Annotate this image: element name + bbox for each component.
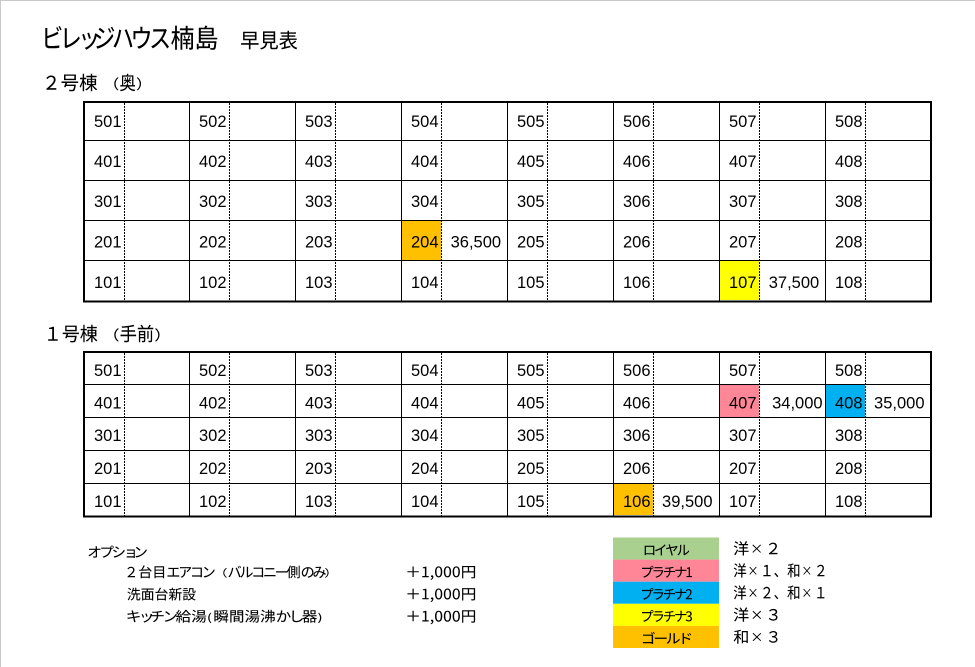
svg-text:201: 201 <box>94 460 122 478</box>
svg-text:104: 104 <box>411 274 439 292</box>
svg-text:405: 405 <box>517 153 545 171</box>
svg-text:108: 108 <box>835 274 863 292</box>
svg-text:307: 307 <box>729 427 757 445</box>
svg-text:504: 504 <box>411 113 439 131</box>
svg-text:107: 107 <box>729 493 757 511</box>
svg-text:407: 407 <box>729 394 757 412</box>
svg-text:403: 403 <box>305 394 333 412</box>
svg-text:404: 404 <box>411 394 439 412</box>
svg-text:501: 501 <box>94 113 122 131</box>
svg-text:308: 308 <box>835 427 863 445</box>
svg-text:101: 101 <box>94 274 122 292</box>
svg-text:401: 401 <box>94 394 122 412</box>
svg-text:503: 503 <box>305 113 333 131</box>
svg-text:405: 405 <box>517 394 545 412</box>
svg-text:304: 304 <box>411 427 439 445</box>
svg-text:402: 402 <box>199 394 227 412</box>
svg-text:202: 202 <box>199 460 227 478</box>
svg-text:505: 505 <box>517 113 545 131</box>
svg-text:502: 502 <box>199 362 227 380</box>
svg-text:507: 507 <box>729 362 757 380</box>
svg-text:37,500: 37,500 <box>769 274 819 292</box>
svg-text:204: 204 <box>411 233 439 251</box>
svg-text:39,500: 39,500 <box>662 493 712 511</box>
svg-text:404: 404 <box>411 153 439 171</box>
svg-text:36,500: 36,500 <box>451 233 501 251</box>
svg-text:101: 101 <box>94 493 122 511</box>
svg-text:407: 407 <box>729 153 757 171</box>
svg-text:106: 106 <box>623 493 651 511</box>
svg-text:102: 102 <box>199 274 227 292</box>
svg-text:503: 503 <box>305 362 333 380</box>
svg-text:104: 104 <box>411 493 439 511</box>
svg-text:202: 202 <box>199 233 227 251</box>
svg-text:206: 206 <box>623 460 651 478</box>
svg-text:507: 507 <box>729 113 757 131</box>
svg-text:105: 105 <box>517 493 545 511</box>
svg-text:203: 203 <box>305 460 333 478</box>
svg-text:305: 305 <box>517 193 545 211</box>
svg-text:204: 204 <box>411 460 439 478</box>
svg-text:206: 206 <box>623 233 651 251</box>
svg-text:502: 502 <box>199 113 227 131</box>
svg-text:402: 402 <box>199 153 227 171</box>
svg-text:306: 306 <box>623 427 651 445</box>
svg-text:408: 408 <box>835 153 863 171</box>
svg-text:303: 303 <box>305 193 333 211</box>
svg-text:208: 208 <box>835 233 863 251</box>
svg-text:105: 105 <box>517 274 545 292</box>
svg-text:203: 203 <box>305 233 333 251</box>
svg-text:508: 508 <box>835 113 863 131</box>
svg-text:504: 504 <box>411 362 439 380</box>
svg-text:301: 301 <box>94 193 122 211</box>
svg-text:103: 103 <box>305 493 333 511</box>
svg-text:301: 301 <box>94 427 122 445</box>
svg-text:406: 406 <box>623 394 651 412</box>
svg-text:308: 308 <box>835 193 863 211</box>
svg-text:303: 303 <box>305 427 333 445</box>
svg-text:103: 103 <box>305 274 333 292</box>
svg-text:107: 107 <box>729 274 757 292</box>
svg-text:208: 208 <box>835 460 863 478</box>
svg-text:34,000: 34,000 <box>772 394 822 412</box>
svg-text:501: 501 <box>94 362 122 380</box>
svg-text:205: 205 <box>517 233 545 251</box>
svg-text:207: 207 <box>729 233 757 251</box>
svg-text:401: 401 <box>94 153 122 171</box>
svg-text:102: 102 <box>199 493 227 511</box>
svg-text:403: 403 <box>305 153 333 171</box>
svg-text:207: 207 <box>729 460 757 478</box>
svg-text:307: 307 <box>729 193 757 211</box>
svg-text:302: 302 <box>199 193 227 211</box>
svg-text:505: 505 <box>517 362 545 380</box>
svg-text:406: 406 <box>623 153 651 171</box>
svg-text:106: 106 <box>623 274 651 292</box>
svg-text:408: 408 <box>835 394 863 412</box>
svg-text:306: 306 <box>623 193 651 211</box>
svg-text:205: 205 <box>517 460 545 478</box>
svg-text:305: 305 <box>517 427 545 445</box>
svg-text:302: 302 <box>199 427 227 445</box>
svg-text:506: 506 <box>623 362 651 380</box>
svg-text:304: 304 <box>411 193 439 211</box>
svg-text:508: 508 <box>835 362 863 380</box>
svg-text:201: 201 <box>94 233 122 251</box>
svg-text:108: 108 <box>835 493 863 511</box>
svg-text:506: 506 <box>623 113 651 131</box>
svg-text:35,000: 35,000 <box>874 394 924 412</box>
